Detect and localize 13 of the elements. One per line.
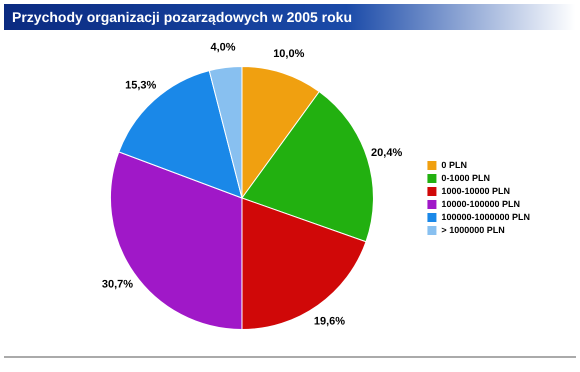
legend-label: 0-1000 PLN: [441, 172, 490, 183]
legend-label: 0 PLN: [441, 160, 467, 170]
legend-label: 10000-100000 PLN: [441, 198, 520, 209]
legend-label: > 1000000 PLN: [441, 224, 505, 235]
data-label: 15,3%: [125, 79, 157, 92]
data-label: 30,7%: [102, 278, 134, 290]
data-label: 20,4%: [371, 147, 402, 160]
data-label: 10,0%: [273, 48, 305, 60]
legend-label: 1000-10000 PLN: [441, 186, 510, 196]
data-label: 19,6%: [314, 316, 346, 328]
legend-label: 100000-1000000 PLN: [441, 212, 530, 222]
data-label: 4,0%: [210, 42, 236, 54]
chart-title: Przychody organizacji pozarządowych w 2005 roku: [4, 4, 576, 30]
